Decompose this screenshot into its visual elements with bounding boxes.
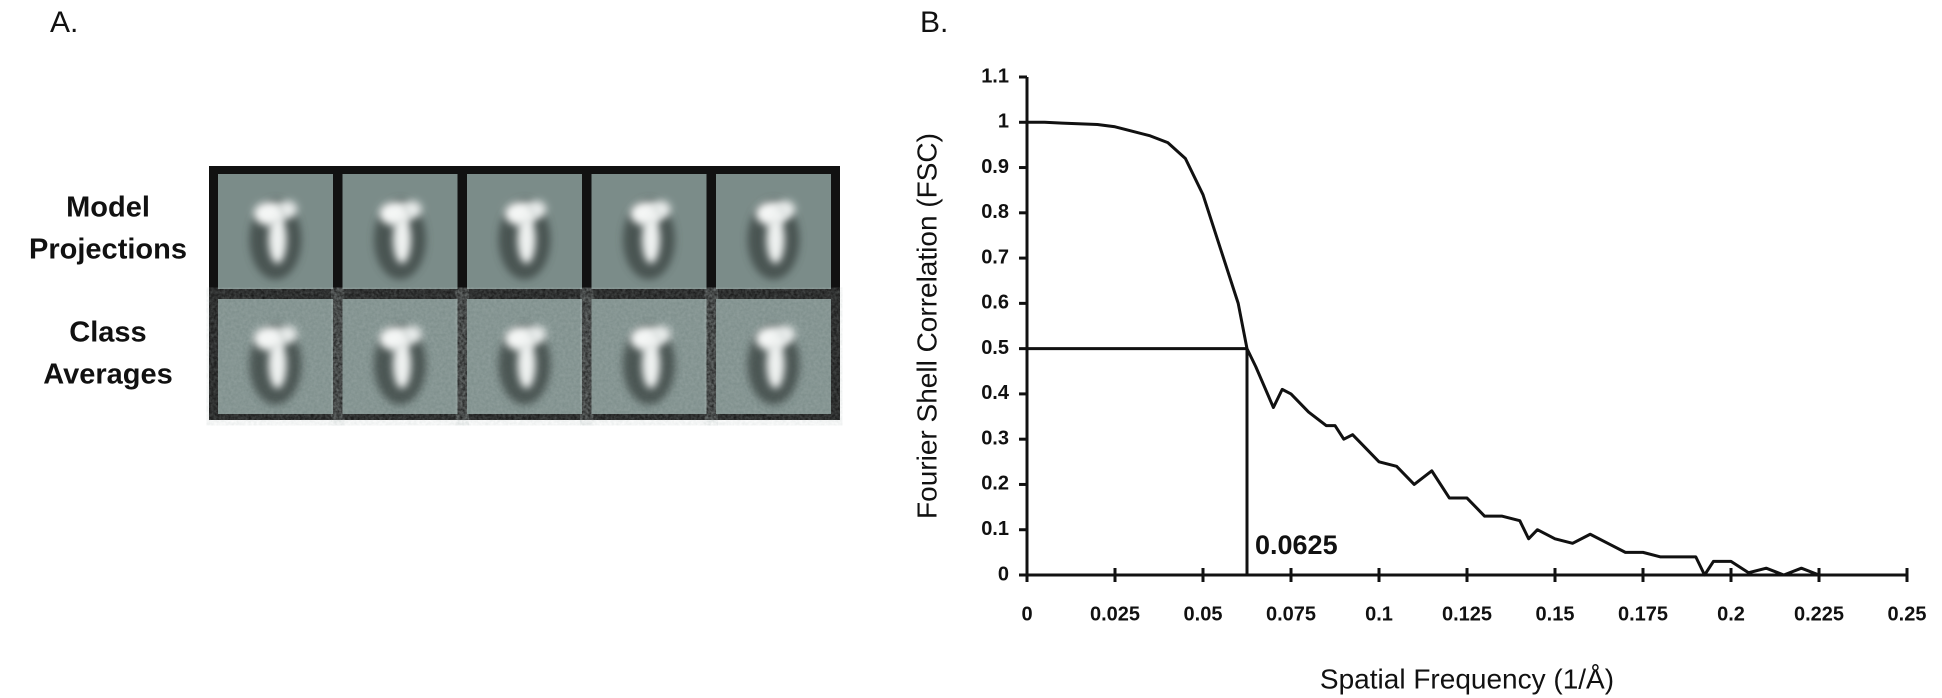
tile-blob [268, 215, 287, 264]
x-tick-label: 0.25 [1888, 603, 1927, 625]
tile-blob [402, 325, 422, 344]
x-tick-label: 0.15 [1536, 603, 1575, 625]
y-axis-title: Fourier Shell Correlation (FSC) [911, 133, 942, 519]
row-label: Averages [43, 359, 173, 391]
y-tick-label: 0.7 [981, 246, 1009, 268]
y-tick-label: 0 [998, 563, 1009, 585]
x-axis-title: Spatial Frequency (1/Å) [1320, 663, 1614, 694]
panel-label: A. [50, 6, 78, 39]
image-tile [467, 174, 582, 289]
row-label: Model [66, 192, 150, 224]
tile-blob [393, 215, 411, 264]
y-tick-label: 0.9 [981, 156, 1009, 178]
x-tick-label: 0.05 [1184, 603, 1223, 625]
tile-blob [766, 340, 785, 389]
tile-blob [766, 215, 785, 264]
chart: 0 0.1 0.2 0.3 0.4 0.5 0.6 0.7 0.8 0.9 1 1.1 0 0.025 0.… [911, 65, 1926, 694]
row-label: Class [69, 317, 146, 349]
x-tick-label: 0.075 [1266, 603, 1316, 625]
tile-blob [517, 215, 536, 264]
tile-blob [642, 215, 660, 264]
image-grid [209, 166, 840, 420]
y-tick-label: 0.4 [981, 382, 1010, 404]
tile-blob [642, 340, 660, 389]
image-tile [218, 174, 333, 289]
tile-blob [517, 340, 536, 389]
image-tile [342, 174, 458, 289]
x-tick-label: 0.225 [1794, 603, 1844, 625]
image-tile [716, 174, 831, 289]
tile-blob [277, 200, 298, 219]
tile-blob [775, 200, 796, 219]
tile-blob [651, 200, 671, 219]
y-tick-label: 0.2 [981, 473, 1009, 495]
image-tile [591, 299, 707, 414]
tile-blob [277, 325, 298, 344]
tile-blob [526, 200, 547, 219]
tile-blob [402, 200, 422, 219]
x-tick-label: 0.125 [1442, 603, 1492, 625]
tile-blob [651, 325, 671, 344]
row-label: Projections [29, 234, 187, 266]
tile-blob [268, 340, 287, 389]
x-tick-label: 0.025 [1090, 603, 1140, 625]
x-tick-label: 0.2 [1717, 603, 1745, 625]
panel-label: B. [920, 6, 948, 39]
image-tile [591, 174, 707, 289]
y-tick-label: 1 [998, 111, 1009, 133]
image-tile [467, 299, 582, 414]
y-tick-label: 1.1 [981, 65, 1009, 87]
tile-blob [775, 325, 796, 344]
y-tick-label: 0.6 [981, 292, 1009, 314]
x-tick-label: 0.1 [1365, 603, 1393, 625]
tile-blob [393, 340, 411, 389]
tile-blob [526, 325, 547, 344]
image-tile [342, 299, 458, 414]
y-tick-label: 0.5 [981, 337, 1009, 359]
x-tick-label: 0 [1021, 603, 1032, 625]
y-tick-label: 0.1 [981, 518, 1009, 540]
y-tick-label: 0.8 [981, 201, 1009, 223]
threshold-label: 0.0625 [1255, 530, 1338, 560]
image-tile [716, 299, 831, 414]
x-tick-label: 0.175 [1618, 603, 1668, 625]
fsc-line [1027, 120, 1820, 577]
image-tile [218, 299, 333, 414]
y-tick-label: 0.3 [981, 427, 1009, 449]
